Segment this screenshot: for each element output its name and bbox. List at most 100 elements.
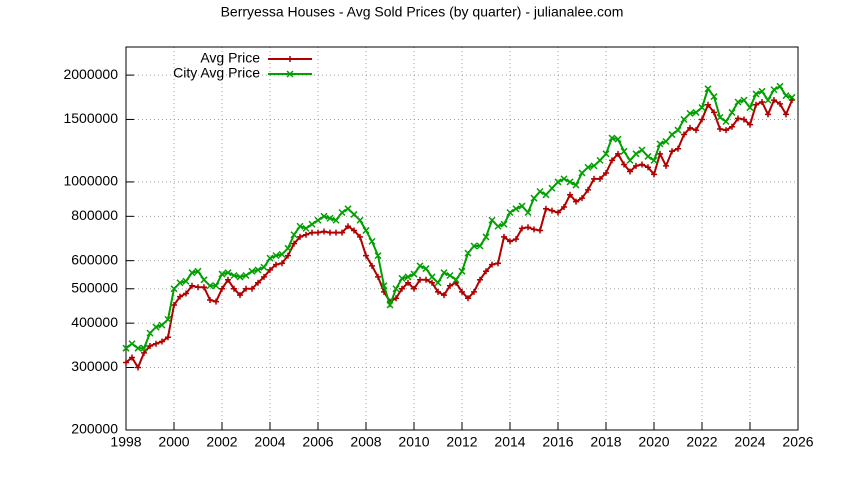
point-marker [500, 220, 508, 228]
point-marker [698, 104, 706, 112]
point-marker [159, 338, 165, 345]
point-marker [482, 233, 490, 241]
point-marker [236, 273, 244, 281]
chart-title: Berryessa Houses - Avg Sold Prices (by q… [221, 4, 624, 20]
point-marker [260, 263, 268, 271]
point-marker [308, 220, 316, 228]
legend-label: Avg Price [200, 50, 260, 66]
point-marker [363, 252, 369, 259]
point-marker [351, 227, 357, 234]
point-marker [770, 86, 778, 94]
point-marker [200, 276, 208, 284]
point-marker [740, 96, 748, 104]
y-tick-label: 300000 [71, 358, 118, 374]
legend-label: City Avg Price [173, 65, 260, 81]
point-marker [465, 295, 471, 302]
point-marker [405, 279, 411, 286]
point-marker [476, 242, 484, 250]
point-marker [176, 279, 184, 287]
point-marker [332, 216, 340, 224]
x-tick-label: 2016 [542, 434, 573, 450]
point-marker [542, 191, 550, 199]
point-marker [320, 212, 328, 220]
point-marker [158, 321, 166, 329]
point-marker [747, 121, 753, 128]
point-marker [368, 237, 376, 245]
point-marker [488, 216, 496, 224]
point-marker [375, 273, 381, 280]
point-marker [584, 163, 592, 171]
point-marker [771, 97, 777, 104]
point-marker [177, 293, 183, 300]
point-marker [326, 214, 334, 222]
point-marker [494, 222, 502, 230]
point-marker [248, 267, 256, 275]
point-marker [783, 111, 789, 118]
point-marker [152, 323, 160, 331]
x-tick-label: 2010 [398, 434, 429, 450]
point-marker [291, 240, 297, 247]
point-marker [386, 301, 394, 309]
point-marker [579, 195, 585, 202]
point-marker [153, 340, 159, 347]
point-marker [314, 216, 322, 224]
point-marker [686, 109, 694, 117]
point-marker [674, 126, 682, 134]
point-marker [536, 187, 544, 196]
point-marker [573, 198, 579, 205]
point-marker [507, 238, 513, 245]
point-marker [440, 269, 448, 277]
point-marker [602, 150, 610, 158]
x-tick-label: 2024 [734, 434, 765, 450]
point-marker [315, 229, 321, 236]
point-marker [717, 125, 723, 132]
point-marker [603, 169, 609, 176]
point-marker [296, 222, 304, 230]
point-marker [218, 270, 226, 278]
point-marker [302, 224, 310, 232]
point-marker [441, 292, 447, 299]
point-marker [675, 145, 681, 152]
point-marker [188, 269, 196, 277]
point-marker [357, 233, 363, 240]
point-marker [729, 123, 735, 130]
y-tick-label: 500000 [71, 279, 118, 295]
point-marker [206, 282, 214, 290]
point-marker [495, 260, 501, 267]
point-marker [489, 261, 495, 268]
point-marker [615, 150, 621, 157]
point-marker [555, 209, 561, 216]
point-marker [452, 276, 460, 284]
point-marker [657, 150, 663, 157]
point-marker [759, 98, 765, 105]
x-tick-label: 2004 [254, 434, 285, 450]
point-marker [122, 344, 130, 352]
point-marker [243, 285, 249, 292]
point-marker [344, 205, 352, 213]
point-marker [512, 205, 520, 213]
point-marker [699, 116, 705, 123]
point-marker [501, 233, 507, 240]
point-marker [171, 302, 177, 309]
point-marker [596, 156, 604, 164]
series-line [125, 98, 793, 370]
point-marker [369, 262, 375, 269]
point-marker [543, 205, 549, 212]
point-marker [404, 273, 412, 281]
x-tick-label: 2002 [206, 434, 237, 450]
point-marker [284, 244, 292, 252]
point-marker [128, 340, 136, 348]
point-marker [170, 285, 178, 293]
point-marker [525, 224, 531, 231]
point-marker [734, 98, 742, 106]
point-marker [590, 162, 598, 170]
point-marker [345, 223, 351, 230]
point-marker [471, 288, 477, 295]
point-marker [530, 194, 538, 202]
point-marker [165, 334, 171, 341]
point-marker [753, 101, 759, 108]
point-marker [554, 178, 562, 186]
point-marker [693, 127, 699, 134]
legend-marker [286, 70, 294, 78]
point-marker [201, 284, 207, 291]
